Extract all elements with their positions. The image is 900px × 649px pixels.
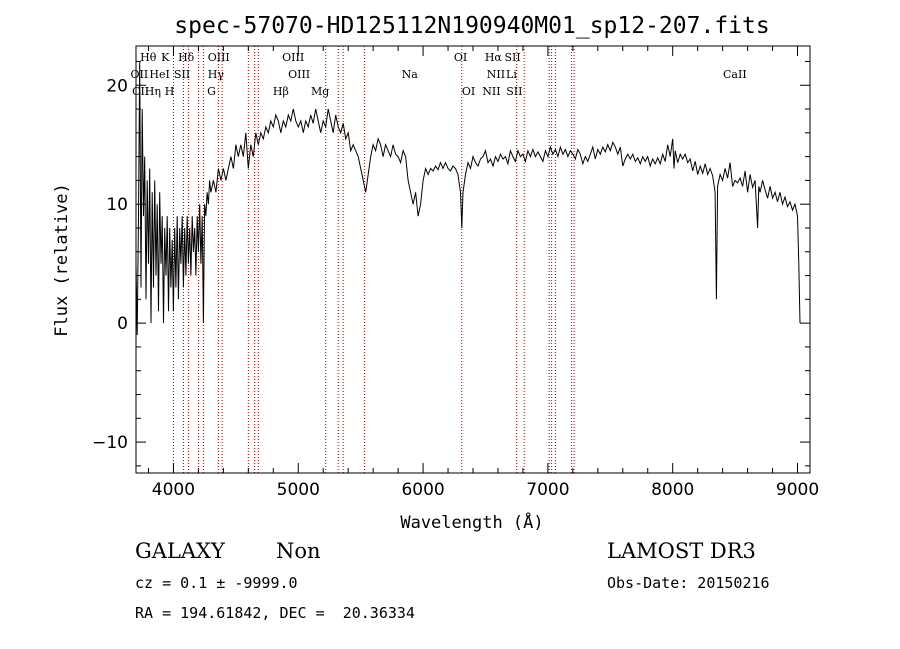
spectral-line-label: Li <box>506 68 517 81</box>
spectral-line-label: Hδ <box>178 51 195 64</box>
x-axis-ticks: 4000 5000 6000 7000 8000 9000 <box>147 46 819 500</box>
object-subclass: Non <box>276 539 321 563</box>
x-tick-label: 4000 <box>152 480 195 500</box>
spectral-line-label: SII <box>174 68 190 81</box>
redshift-text: cz = 0.1 ± -9999.0 <box>135 574 298 592</box>
x-tick-label: 7000 <box>526 480 569 500</box>
marker-lines <box>172 46 575 473</box>
spectral-line-label: Hθ <box>140 51 157 64</box>
x-tick-label: 8000 <box>651 480 694 500</box>
y-axis-ticks: −10 0 10 20 <box>92 60 810 467</box>
spectrum-series-line <box>135 61 801 336</box>
spectral-line-label: NII <box>482 85 500 98</box>
spectral-line-label: CaII <box>723 68 747 81</box>
obs-date-text: Obs-Date: 20150216 <box>607 574 770 592</box>
chart-title: spec-57070-HD125112N190940M01_sp12-207.f… <box>174 13 769 39</box>
coordinates-text: RA = 194.61842, DEC = 20.36334 <box>135 604 415 622</box>
spectral-line-label: Hβ <box>273 85 289 98</box>
spectral-line-label: OIII <box>288 68 310 81</box>
y-axis-label: Flux (relative) <box>52 183 72 337</box>
spectral-line-label: Hγ <box>208 68 225 81</box>
y-tick-label: −10 <box>92 433 128 453</box>
spectral-line-label: NII <box>487 68 505 81</box>
x-tick-label: 5000 <box>277 480 320 500</box>
x-tick-label: 6000 <box>401 480 444 500</box>
spectral-line-label: K <box>161 51 170 64</box>
y-tick-label: 0 <box>117 314 128 334</box>
x-axis-label: Wavelength (Å) <box>400 511 543 533</box>
spectral-line-label: Mg <box>311 85 329 98</box>
spectral-line-label: HeI <box>149 68 169 81</box>
y-tick-label: 20 <box>106 76 128 96</box>
spectral-line-label: OIII <box>208 51 230 64</box>
x-tick-label: 9000 <box>776 480 819 500</box>
spectral-line-label: OI <box>462 85 475 98</box>
spectral-line-label: SII <box>506 85 522 98</box>
spectral-line-label: G <box>207 85 216 98</box>
survey-name: LAMOST DR3 <box>607 539 756 563</box>
y-tick-label: 10 <box>106 195 128 215</box>
spectral-line-label: Hη <box>145 85 161 98</box>
plot-frame <box>135 45 811 474</box>
object-class: GALAXY <box>135 539 225 563</box>
spectral-line-label: OI <box>454 51 467 64</box>
spectral-line-label: H <box>165 85 175 98</box>
spectral-line-label: OIII <box>282 51 304 64</box>
spectral-line-label: Hα <box>485 51 503 64</box>
spectral-line-label: Na <box>402 68 419 81</box>
spectral-line-label: SII <box>504 51 520 64</box>
